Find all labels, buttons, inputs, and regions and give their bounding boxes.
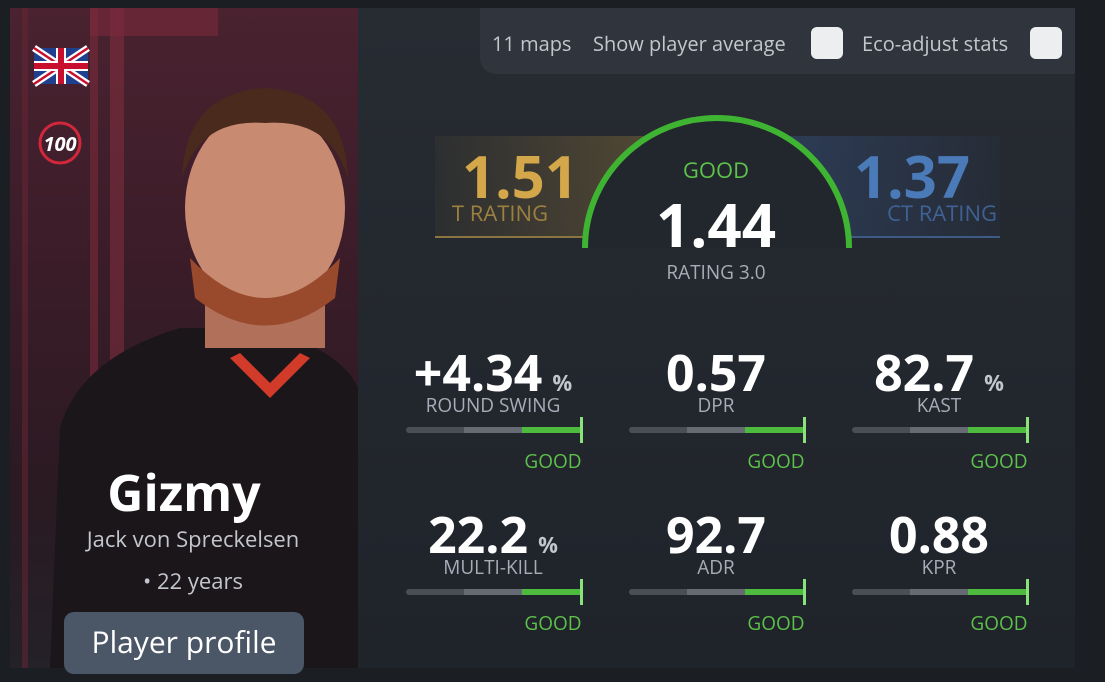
player-profile-button[interactable]: Player profile <box>64 612 304 674</box>
player-average-checkbox[interactable] <box>811 27 843 59</box>
stat-value-row: 82.7% <box>819 338 1059 406</box>
stat-verdict: GOOD <box>524 448 582 474</box>
stat-bar-tick <box>803 579 806 605</box>
eco-adjust-label: Eco-adjust stats <box>862 30 1009 57</box>
stat-bar-tick <box>1026 417 1029 443</box>
stat-label: ROUND SWING <box>425 392 561 418</box>
stat-verdict: GOOD <box>970 448 1028 474</box>
stat-bar-tick <box>803 417 806 443</box>
stat-value: 22.2 <box>428 500 529 568</box>
stat-bar <box>629 589 805 595</box>
stat-verdict: GOOD <box>747 610 805 636</box>
player-art: 100 <box>22 8 358 668</box>
t-rating-value: 1.51 <box>461 136 579 215</box>
stat-bar <box>629 427 805 433</box>
options-bar <box>480 8 1075 74</box>
stat-value-row: 92.7 <box>596 500 836 568</box>
stat-value-row: 0.88 <box>819 500 1059 568</box>
stat-bar <box>406 589 582 595</box>
rating-label: RATING 3.0 <box>666 259 766 285</box>
stat-bar-tick <box>580 417 583 443</box>
stat-label: MULTI-KILL <box>443 554 543 580</box>
eco-adjust-checkbox[interactable] <box>1030 27 1062 59</box>
stat-bar <box>406 427 582 433</box>
stat-bar-tick <box>580 579 583 605</box>
stat-value: 0.57 <box>665 338 767 406</box>
player-name: Jack von Spreckelsen <box>86 524 300 554</box>
stat-unit: % <box>984 368 1004 398</box>
svg-text:100: 100 <box>43 130 76 157</box>
stat-value: 92.7 <box>665 500 767 568</box>
stat-verdict: GOOD <box>970 610 1028 636</box>
stat-bar-tick <box>1026 579 1029 605</box>
rating-gauge <box>582 115 852 249</box>
ct-rating-label: CT RATING <box>887 198 997 228</box>
stat-value: +4.34 <box>413 338 543 406</box>
stat-value: 82.7 <box>874 338 975 406</box>
stat-bar <box>852 427 1028 433</box>
stat-value-row: 22.2% <box>373 500 613 568</box>
player-nickname: Gizmy <box>107 458 261 526</box>
rating-value: 1.44 <box>655 183 777 265</box>
ct-rating-value: 1.37 <box>853 136 971 215</box>
stat-unit: % <box>538 530 558 560</box>
stat-label: KAST <box>916 392 962 418</box>
player-card: 100 <box>10 8 358 668</box>
stat-label: DPR <box>697 392 735 418</box>
stat-unit: % <box>552 368 573 398</box>
stat-label: ADR <box>697 554 735 580</box>
stat-value-row: +4.34% <box>373 338 613 406</box>
stat-bar <box>852 589 1028 595</box>
t-rating-label: T RATING <box>451 198 549 228</box>
maps-count: 11 maps <box>492 30 572 57</box>
stat-label: KPR <box>921 554 957 580</box>
stat-verdict: GOOD <box>747 448 805 474</box>
rating-verdict: GOOD <box>682 155 750 185</box>
stat-value-row: 0.57 <box>596 338 836 406</box>
player-age: • 22 years <box>143 566 243 596</box>
stat-verdict: GOOD <box>524 610 582 636</box>
player-average-label: Show player average <box>593 30 786 57</box>
stat-value: 0.88 <box>888 500 990 568</box>
